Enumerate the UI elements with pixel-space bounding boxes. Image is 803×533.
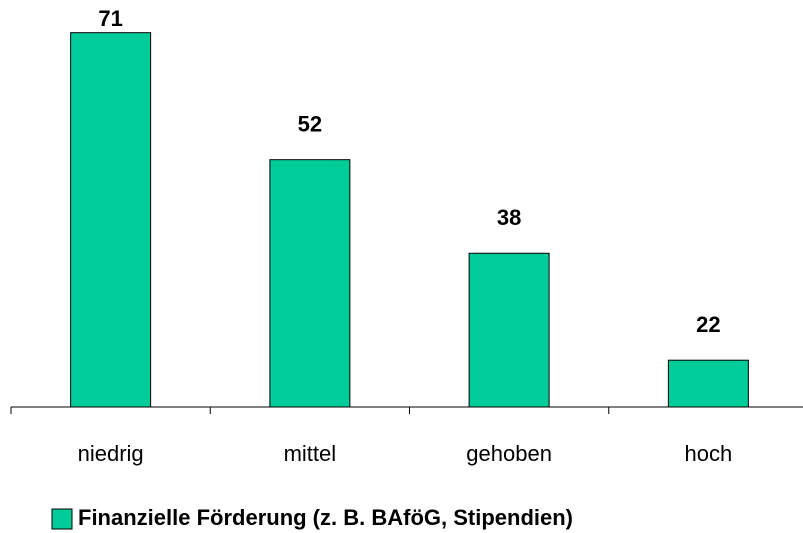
bar [70,32,152,408]
bar [468,252,550,408]
x-tick-label: hoch [685,441,733,466]
bar [269,159,351,408]
x-tick-label: niedrig [78,441,144,466]
bar [667,359,749,408]
x-tick-label: mittel [284,441,337,466]
value-label: 71 [98,6,122,31]
legend-swatch [51,508,73,530]
value-label: 22 [696,312,720,337]
x-tick-label: gehoben [466,441,552,466]
value-label: 52 [298,111,322,136]
legend-label: Finanzielle Förderung (z. B. BAföG, Stip… [78,505,573,530]
value-label: 38 [497,205,521,230]
